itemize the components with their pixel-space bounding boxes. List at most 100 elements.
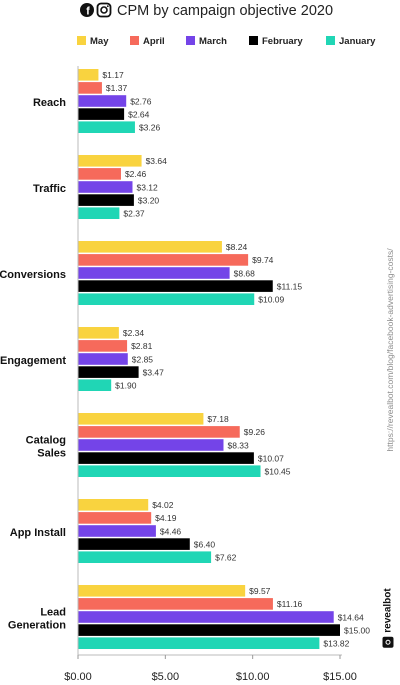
category-group-lead-generation: Lead Generation $9.57 $11.16 $14.64 $15.00 $13…	[8, 585, 370, 649]
bar-value-label: $8.68	[234, 268, 256, 278]
chart-title: CPM by campaign objective 2020	[117, 3, 333, 19]
bar-april	[78, 82, 102, 94]
bar-april	[78, 254, 249, 266]
source-url[interactable]: https://revealbot.com/blog/facebook-adve…	[385, 248, 395, 452]
bar-value-label: $11.15	[277, 281, 303, 291]
x-tick-label: $10.00	[236, 671, 270, 683]
bar-january	[78, 379, 112, 391]
bar-value-label: $3.47	[143, 367, 165, 377]
brand-logo: revealbot	[382, 588, 394, 648]
legend-item-may[interactable]: May	[77, 36, 109, 47]
bar-may	[78, 241, 222, 253]
bar-april	[78, 598, 273, 610]
legend-swatch	[249, 36, 258, 45]
bar-april	[78, 340, 128, 352]
bar-value-label: $4.46	[160, 526, 182, 536]
bar-value-label: $4.02	[152, 500, 174, 510]
bar-march	[78, 525, 156, 537]
bar-march	[78, 181, 133, 193]
bar-value-label: $10.07	[258, 453, 284, 463]
bar-value-label: $3.12	[136, 182, 158, 192]
bar-value-label: $7.62	[215, 553, 237, 563]
legend-item-february[interactable]: February	[249, 36, 303, 47]
bar-value-label: $14.64	[338, 612, 364, 622]
bar-february	[78, 366, 139, 378]
legend-swatch	[326, 36, 335, 45]
bar-value-label: $3.20	[138, 195, 160, 205]
x-axis: $0.00 $5.00 $10.00 $15.00	[64, 66, 357, 683]
bar-april	[78, 168, 121, 180]
bar-january	[78, 551, 212, 563]
category-label: Reach	[33, 97, 66, 109]
bar-february	[78, 452, 254, 464]
bar-march	[78, 353, 128, 365]
bar-value-label: $8.24	[226, 242, 248, 252]
bar-march	[78, 611, 334, 623]
bar-value-label: $2.81	[131, 341, 153, 351]
bar-march	[78, 95, 127, 107]
bar-value-label: $10.09	[258, 295, 284, 305]
svg-text:f: f	[86, 6, 90, 18]
category-label: Lead Generation	[8, 606, 66, 631]
bar-january	[78, 207, 120, 219]
bar-value-label: $7.18	[207, 414, 229, 424]
x-tick-label: $0.00	[64, 671, 92, 683]
legend-swatch	[186, 36, 195, 45]
bar-value-label: $9.57	[249, 586, 271, 596]
bar-value-label: $10.45	[265, 467, 291, 477]
bar-january	[78, 121, 135, 133]
instagram-icon	[96, 2, 112, 18]
category-label: App Install	[10, 527, 66, 539]
bar-march	[78, 267, 230, 279]
facebook-icon: f	[80, 3, 94, 18]
bar-value-label: $3.64	[146, 156, 168, 166]
bar-value-label: $2.76	[130, 96, 152, 106]
legend-item-march[interactable]: March	[186, 36, 227, 47]
bar-value-label: $2.64	[128, 109, 150, 119]
bar-value-label: $8.33	[227, 440, 249, 450]
bar-may	[78, 499, 149, 511]
bar-value-label: $9.74	[252, 255, 274, 265]
bar-february	[78, 624, 340, 636]
legend-label: February	[262, 36, 303, 47]
legend-label: January	[339, 36, 376, 47]
category-group-app-install: App Install $4.02 $4.19 $4.46 $6.40 $7.62	[10, 499, 237, 563]
category-group-conversions: Conversions $8.24 $9.74 $8.68 $11.15 $10.09	[0, 241, 302, 305]
category-label: Conversions	[0, 269, 66, 281]
legend-item-april[interactable]: April	[130, 36, 165, 47]
category-group-reach: Reach $1.17 $1.37$2.76 $2.64 $3.26	[33, 69, 161, 133]
bar-april	[78, 426, 240, 438]
category-label: Catalog Sales	[26, 434, 66, 459]
legend-label: April	[143, 36, 165, 47]
bar-value-label: $2.46	[125, 169, 147, 179]
bar-february	[78, 280, 273, 292]
bar-value-label: $13.82	[323, 639, 349, 649]
bar-april	[78, 512, 152, 524]
revealbot-logo-icon	[382, 636, 394, 648]
brand-name: revealbot	[382, 588, 394, 633]
bar-value-label: $4.19	[155, 513, 177, 523]
bar-value-label: $11.16	[277, 599, 303, 609]
bar-may	[78, 155, 142, 167]
bar-value-label: $3.26	[139, 123, 161, 133]
bar-january	[78, 465, 261, 477]
plot-area: Reach $1.17 $1.37$2.76 $2.64 $3.26 Traffic $3.…	[0, 69, 370, 649]
bar-value-label: $2.37	[123, 209, 145, 219]
bar-march	[78, 439, 224, 451]
legend-item-january[interactable]: January	[326, 36, 376, 47]
bar-value-label: $15.00	[344, 625, 370, 635]
category-label: Traffic	[33, 183, 66, 195]
bar-february	[78, 538, 190, 550]
x-tick-label: $15.00	[323, 671, 357, 683]
legend-label: March	[199, 36, 227, 47]
legend-swatch	[130, 36, 139, 45]
bar-january	[78, 637, 320, 649]
bar-value-label: $6.40	[194, 539, 216, 549]
bar-may	[78, 69, 99, 81]
category-label: Engagement	[0, 355, 66, 367]
bar-may	[78, 413, 204, 425]
bar-value-label: $1.17	[102, 70, 124, 80]
legend: May April March February January	[77, 36, 376, 47]
category-group-engagement: Engagement $2.34 $2.81 $2.85 $3.47 $1.90	[0, 327, 164, 391]
